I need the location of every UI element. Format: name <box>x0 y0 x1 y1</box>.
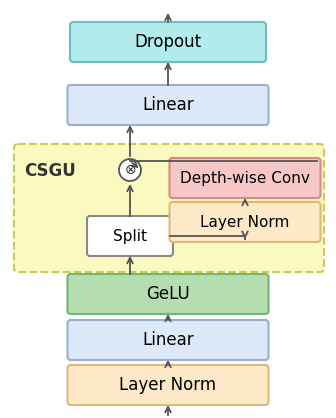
FancyBboxPatch shape <box>68 85 268 125</box>
FancyBboxPatch shape <box>68 365 268 405</box>
Text: Linear: Linear <box>142 96 194 114</box>
Text: CSGU: CSGU <box>24 162 76 180</box>
FancyBboxPatch shape <box>68 274 268 314</box>
FancyBboxPatch shape <box>14 144 324 272</box>
FancyBboxPatch shape <box>169 202 321 242</box>
FancyBboxPatch shape <box>68 320 268 360</box>
Text: Layer Norm: Layer Norm <box>119 376 217 394</box>
Text: Depth-wise Conv: Depth-wise Conv <box>180 171 310 186</box>
Text: Dropout: Dropout <box>134 33 202 51</box>
FancyBboxPatch shape <box>70 22 266 62</box>
Text: GeLU: GeLU <box>146 285 190 303</box>
FancyBboxPatch shape <box>169 158 321 198</box>
Text: $\otimes$: $\otimes$ <box>124 163 136 177</box>
Text: Split: Split <box>113 229 147 244</box>
Circle shape <box>119 159 141 181</box>
Text: Layer Norm: Layer Norm <box>200 214 290 229</box>
Text: Linear: Linear <box>142 331 194 349</box>
FancyBboxPatch shape <box>87 216 173 256</box>
